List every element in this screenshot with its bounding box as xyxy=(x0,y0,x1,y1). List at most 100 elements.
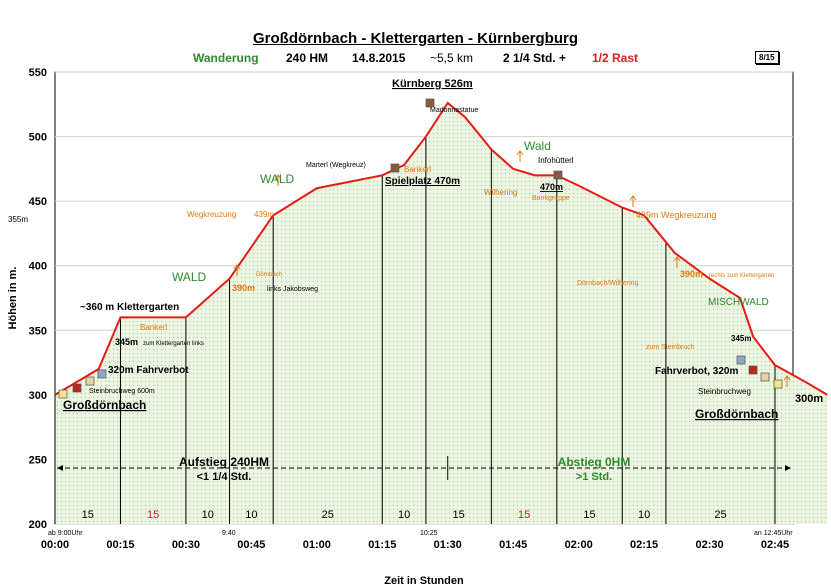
annotation-label: links Jakobsweg xyxy=(267,286,318,293)
annotation-label: zum Steinbruch xyxy=(646,344,695,351)
elevation-area xyxy=(55,102,828,524)
y-tick-label: 200 xyxy=(29,519,47,531)
x-tick-label: 01:00 xyxy=(303,539,331,551)
x-tick-label: 00:30 xyxy=(172,539,200,551)
annotation-label: Marterl (Wegkreuz) xyxy=(306,162,366,169)
annotation-label: Wilhering xyxy=(484,188,517,197)
segment-duration: 15 xyxy=(583,509,595,521)
x-tick-label: 01:30 xyxy=(434,539,462,551)
annotation-label: 345m xyxy=(115,337,138,347)
y-tick-label: 250 xyxy=(29,454,47,466)
elevation-gain: 240 HM xyxy=(286,51,329,65)
annotation-label: Infohütterl xyxy=(538,156,574,165)
segment-duration: 10 xyxy=(638,509,650,521)
segment-duration: 15 xyxy=(453,509,465,521)
segment-duration: 15 xyxy=(147,509,159,521)
direction-arrow xyxy=(274,174,282,186)
annotation-label: Dörnbach xyxy=(256,272,282,278)
annotation-label: ~360 m Klettergarten xyxy=(80,302,179,313)
x-tick-label: 02:30 xyxy=(695,539,723,551)
annotation-label: 439m Wegkreuzung xyxy=(636,210,716,220)
annotation-label: Bankerl xyxy=(140,323,167,332)
segment-duration: 25 xyxy=(714,509,726,521)
hike-type: Wanderung xyxy=(193,51,259,65)
waypoint-marker xyxy=(58,389,68,399)
annotation-label: Kürnberg 526m xyxy=(392,78,473,90)
waypoint-marker xyxy=(553,170,563,180)
x-tick-label: 00:45 xyxy=(237,539,265,551)
y-tick-label: 400 xyxy=(29,261,47,273)
hike-date: 14.8.2015 xyxy=(352,51,406,65)
annotation-label: 355m xyxy=(8,215,28,224)
annotation-label: Spielplatz 470m xyxy=(385,176,460,187)
descent-duration: >1 Std. xyxy=(576,471,612,483)
annotation-label: MISCHWALD xyxy=(708,297,769,308)
annotation-label: Steinbruchweg 600m xyxy=(89,388,155,395)
annotation-label: 10:25 xyxy=(420,530,438,537)
chart-title: Großdörnbach - Klettergarten - Kürnbergb… xyxy=(252,30,578,47)
x-tick-label: 01:15 xyxy=(368,539,396,551)
rest-time: 1/2 Rast xyxy=(592,51,639,65)
arrow-head-left xyxy=(57,465,63,471)
annotation-label: 345m xyxy=(731,334,751,343)
annotation-label: Madonnastatue xyxy=(430,107,478,114)
annotation-label: WALD xyxy=(172,270,207,284)
annotation-label: 9:40 xyxy=(222,530,236,537)
annotation-label: zum Klettergarten links xyxy=(143,341,204,347)
annotation-label: Großdörnbach xyxy=(63,398,146,412)
direction-arrow xyxy=(233,264,241,276)
waypoint-marker xyxy=(760,372,770,382)
waypoint-marker xyxy=(773,379,783,389)
annotation-label: 390m xyxy=(680,269,703,279)
y-axis-label: Höhen in m. xyxy=(7,267,19,330)
y-tick-label: 350 xyxy=(29,325,47,337)
annotation-label: 320m Fahrverbot xyxy=(108,365,189,376)
annotation-label: 300m xyxy=(795,393,823,405)
x-tick-label: 02:15 xyxy=(630,539,658,551)
duration: 2 1/4 Std. + xyxy=(503,51,567,65)
waypoint-marker xyxy=(748,365,758,375)
annotation-label: Großdörnbach xyxy=(695,407,778,421)
segment-duration: 10 xyxy=(202,509,214,521)
annotation-label: Fahrverbot, 320m xyxy=(655,366,738,377)
segment-duration: 10 xyxy=(398,509,410,521)
segment-duration: 10 xyxy=(245,509,257,521)
waypoint-marker xyxy=(390,163,400,173)
direction-arrow xyxy=(629,195,637,207)
y-tick-label: 300 xyxy=(29,390,47,402)
waypoint-marker xyxy=(72,383,82,393)
y-tick-label: 550 xyxy=(29,67,47,79)
x-tick-label: 00:15 xyxy=(106,539,134,551)
waypoint-marker xyxy=(85,376,95,386)
distance: ~5,5 km xyxy=(430,51,474,65)
x-tick-label: 01:45 xyxy=(499,539,527,551)
x-tick-label: 00:00 xyxy=(41,539,69,551)
segment-duration: 25 xyxy=(322,509,334,521)
annotation-label: Bankerl xyxy=(404,165,431,174)
waypoint-marker xyxy=(736,355,746,365)
page-badge: 8/15 xyxy=(755,51,779,64)
x-tick-label: 02:45 xyxy=(761,539,789,551)
segment-duration: 15 xyxy=(82,509,94,521)
direction-arrow xyxy=(783,375,791,387)
ascent-label: Aufstieg 240HM xyxy=(179,455,269,469)
annotation-label: rechts zum Klettergarten xyxy=(709,273,774,279)
annotation-label: 470m xyxy=(540,182,563,192)
y-tick-label: 450 xyxy=(29,196,47,208)
annotation-label: 439m xyxy=(254,210,274,219)
annotation-label: Wald xyxy=(524,139,551,153)
annotation-label: WALD xyxy=(260,172,295,186)
annotation-label: Steinbruchweg xyxy=(698,387,751,396)
annotation-label: Wegkreuzung xyxy=(187,210,236,219)
y-tick-label: 500 xyxy=(29,132,47,144)
segment-duration: 15 xyxy=(518,509,530,521)
annotation-label: Dörnbach/Wilhering xyxy=(577,280,639,287)
annotation-label: 390m xyxy=(232,283,255,293)
annotation-label: ab 9:00Uhr xyxy=(48,530,83,537)
waypoint-marker xyxy=(97,369,107,379)
descent-label: Abstieg 0HM xyxy=(558,455,631,469)
direction-arrow xyxy=(673,256,681,268)
direction-arrow xyxy=(516,150,524,162)
x-axis-label: Zeit in Stunden xyxy=(384,575,464,587)
